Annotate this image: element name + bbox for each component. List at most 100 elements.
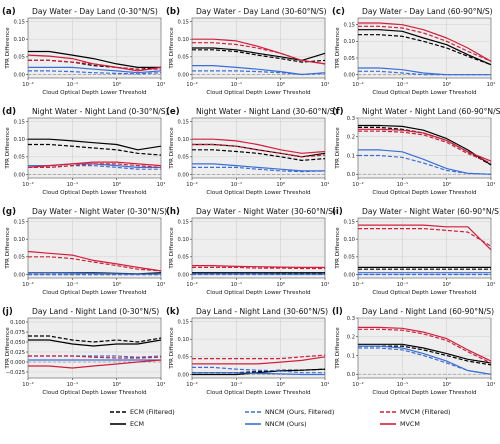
x-axis-label: Cloud Optical Depth Lower Threshold [372,90,477,96]
x-tick-label: 10⁰ [442,282,451,288]
y-tick-label: 0.1 [347,153,355,159]
panel-label: (g) [2,207,16,217]
y-tick-label: 0.05 [177,55,189,61]
x-tick-label: 10⁻¹ [397,182,408,188]
series-line-ecm [358,343,492,364]
y-tick-label: 0.3 [347,316,355,322]
panel-background [191,217,326,279]
y-tick-label: 0.05 [13,255,25,261]
series-line-nncm-ours-filtered [192,366,325,374]
series-line-nncm-ours-filtered [28,70,162,75]
y-tick-label: 0.00 [177,72,189,78]
x-tick-label: 10⁻¹ [67,382,78,388]
panel-background [191,317,326,379]
y-tick-label: 0.10 [177,137,189,143]
y-tick-label: 0.075 [10,330,25,336]
x-tick-label: 10⁻¹ [67,82,78,88]
chart-panel-g: 0.00 0.05 0.10 0.15 10⁻² 10⁻¹ 10⁰ 10¹ (g) Day Wat… [2,207,167,296]
y-axis-label: TPR Difference [169,227,175,270]
y-tick-label: 0.15 [177,219,189,225]
x-tick-label: 10⁻² [352,382,363,388]
x-axis-label: Cloud Optical Depth Lower Threshold [372,190,477,196]
panel-label: (b) [166,7,180,17]
x-tick-label: 10¹ [487,382,496,388]
x-tick-label: 10¹ [487,182,496,188]
x-axis-label: Cloud Optical Depth Lower Threshold [372,290,477,296]
x-tick-label: 10⁰ [442,382,451,388]
series-line-ecm [28,50,161,69]
y-tick-label: 0.00 [343,272,355,278]
series-line-ecm-filtered [28,335,162,343]
y-tick-label: 0.10 [177,237,189,243]
x-tick-label: 10¹ [487,82,496,88]
y-axis-label: TPR Difference [335,327,341,370]
x-tick-label: 10⁰ [276,282,285,288]
y-tick-label: −0.025 [6,370,25,376]
series-line-mvcm [358,224,492,251]
panel-label: (a) [2,7,16,17]
y-axis-label: TPR Difference [5,127,11,170]
series-line-ecm-filtered [358,34,492,66]
y-tick-label: 0.15 [343,22,355,28]
series-line-nncm-ours [358,67,491,76]
y-tick-label: 0.2 [347,335,355,341]
series-line-nncm-ours [192,372,325,376]
y-tick-label: 0.00 [177,372,189,378]
series-line-mvcm-filtered [192,266,325,270]
y-tick-label: 0.10 [13,137,25,143]
chart-panel-d: 0.00 0.05 0.10 0.15 10⁻² 10⁻¹ 10⁰ 10¹ (d) Night W… [2,107,169,196]
x-tick-label: 10⁻¹ [67,182,78,188]
y-tick-label: 0.15 [177,19,189,25]
x-axis-label: Cloud Optical Depth Lower Threshold [206,190,311,196]
x-axis-label: Cloud Optical Depth Lower Threshold [372,390,477,396]
x-tick-label: 10¹ [321,282,330,288]
x-tick-label: 10⁻¹ [397,282,408,288]
series-line-nncm-ours [358,149,492,175]
x-tick-label: 10⁻¹ [67,282,78,288]
series-line-nncm-ours [28,272,162,275]
y-tick-label: 0.025 [10,350,25,356]
panel-background [357,17,492,79]
panel-title: Day Water - Night Water (60-90°N/S) [362,207,500,216]
y-tick-label: 0.00 [13,272,25,278]
series-line-mvcm [358,22,492,62]
chart-panel-j: −0.025 0.000 0.025 0.050 0.075 0.100 10⁻² 10⁻¹ 1… [2,307,165,396]
x-axis-label: Cloud Optical Depth Lower Threshold [42,190,147,196]
panel-title: Night Water - Night Land (60-90°N/S) [362,107,500,116]
panel-background [27,317,162,379]
series-line-ecm [358,124,492,166]
panel-label: (c) [332,7,345,17]
series-line-mvcm-filtered [28,256,162,272]
series-line-mvcm [192,38,326,65]
y-tick-label: 0.00 [343,72,355,78]
series-line-mvcm-filtered [28,163,162,168]
x-tick-label: 10⁰ [276,82,285,88]
panel-title: Day Water - Day Land (30-60°N/S) [196,7,327,16]
y-tick-label: 0.00 [177,272,189,278]
x-tick-label: 10⁻² [186,82,197,88]
x-tick-label: 10⁻¹ [231,282,242,288]
y-axis-label: TPR Difference [335,227,341,270]
x-tick-label: 10⁰ [442,82,451,88]
series-line-mvcm [27,161,162,168]
y-tick-label: 0.05 [177,255,189,261]
y-tick-label: 0.0 [347,172,355,178]
y-tick-label: 0.05 [13,155,25,161]
y-tick-label: 0.15 [13,119,25,125]
series-line-nncm-ours-filtered [358,347,492,375]
y-tick-label: 0.15 [13,19,25,25]
chart-panel-e: 0.00 0.05 0.10 0.15 10⁻² 10⁻¹ 10⁰ 10¹ (e) Night W… [166,107,337,196]
panel-label: (k) [166,307,180,317]
x-tick-label: 10⁻² [352,82,363,88]
series-line-mvcm [358,128,492,162]
series-line-mvcm-filtered [28,59,161,70]
series-line-nncm-ours-filtered [192,166,326,173]
series-line-mvcm [27,250,162,272]
panel-title: Day Water - Night Water (0-30°N/S) [32,207,167,216]
panel-title: Day Water - Day Land (0-30°N/S) [32,7,158,16]
series-line-ecm [192,368,326,376]
y-tick-label: 0.15 [177,119,189,125]
series-line-ecm [28,138,162,151]
y-tick-label: 0.10 [13,237,25,243]
